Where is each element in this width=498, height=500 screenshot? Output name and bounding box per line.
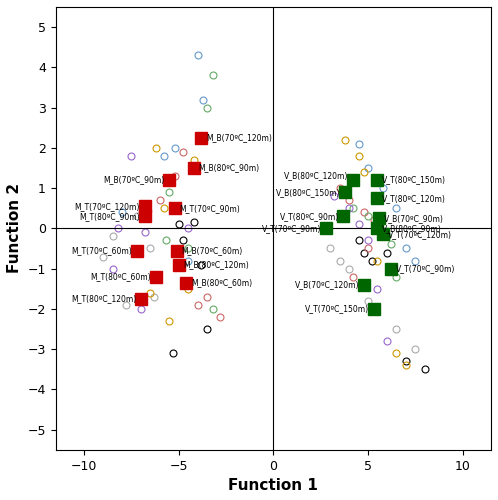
Text: M_B(80ºC_120m): M_B(80ºC_120m) [183,260,249,269]
Text: M_B(70ºC_90m): M_B(70ºC_90m) [103,176,164,184]
Text: V_T(70ºC_120m): V_T(70ºC_120m) [388,230,452,239]
Text: V_T(80ºC_150m): V_T(80ºC_150m) [382,176,446,184]
Text: V_T(70ºC_150m): V_T(70ºC_150m) [305,304,369,314]
Text: M_B(80ºC_90m): M_B(80ºC_90m) [199,164,260,172]
Text: V_T(70ºC_90m): V_T(70ºC_90m) [262,224,322,233]
Text: V_B(80ºC_150m): V_B(80ºC_150m) [276,188,341,196]
Text: V_T(80ºC_90m): V_T(80ºC_90m) [279,212,339,221]
Text: M_T(70ºC_120m): M_T(70ºC_120m) [75,202,140,210]
Text: V_T(70ºC_90m): V_T(70ºC_90m) [395,264,455,273]
Text: M_T(80ºC_60m): M_T(80ºC_60m) [91,272,151,281]
Text: M_T(70ºC_90m): M_T(70ºC_90m) [180,204,241,212]
Text: M_T(80ºC_90m): M_T(80ºC_90m) [79,212,140,221]
X-axis label: Function 1: Function 1 [229,478,318,493]
Text: M_T(70ºC_60m): M_T(70ºC_60m) [72,246,132,255]
Y-axis label: Function 2: Function 2 [7,184,22,274]
Text: M_B(70ºC_120m): M_B(70ºC_120m) [206,134,272,142]
Text: V_B(80ºC_90m): V_B(80ºC_90m) [382,224,442,233]
Text: M_T(80ºC_120m): M_T(80ºC_120m) [71,294,136,304]
Text: M_B(80ºC_60m): M_B(80ºC_60m) [191,278,252,287]
Text: V_B(70ºC_90m): V_B(70ºC_90m) [384,214,444,223]
Text: M_B(70ºC_60m): M_B(70ºC_60m) [182,246,243,255]
Text: V_T(80ºC_120m): V_T(80ºC_120m) [382,194,446,202]
Text: V_B(70ºC_120m): V_B(70ºC_120m) [295,280,360,289]
Text: V_B(80ºC_120m): V_B(80ºC_120m) [284,170,348,179]
